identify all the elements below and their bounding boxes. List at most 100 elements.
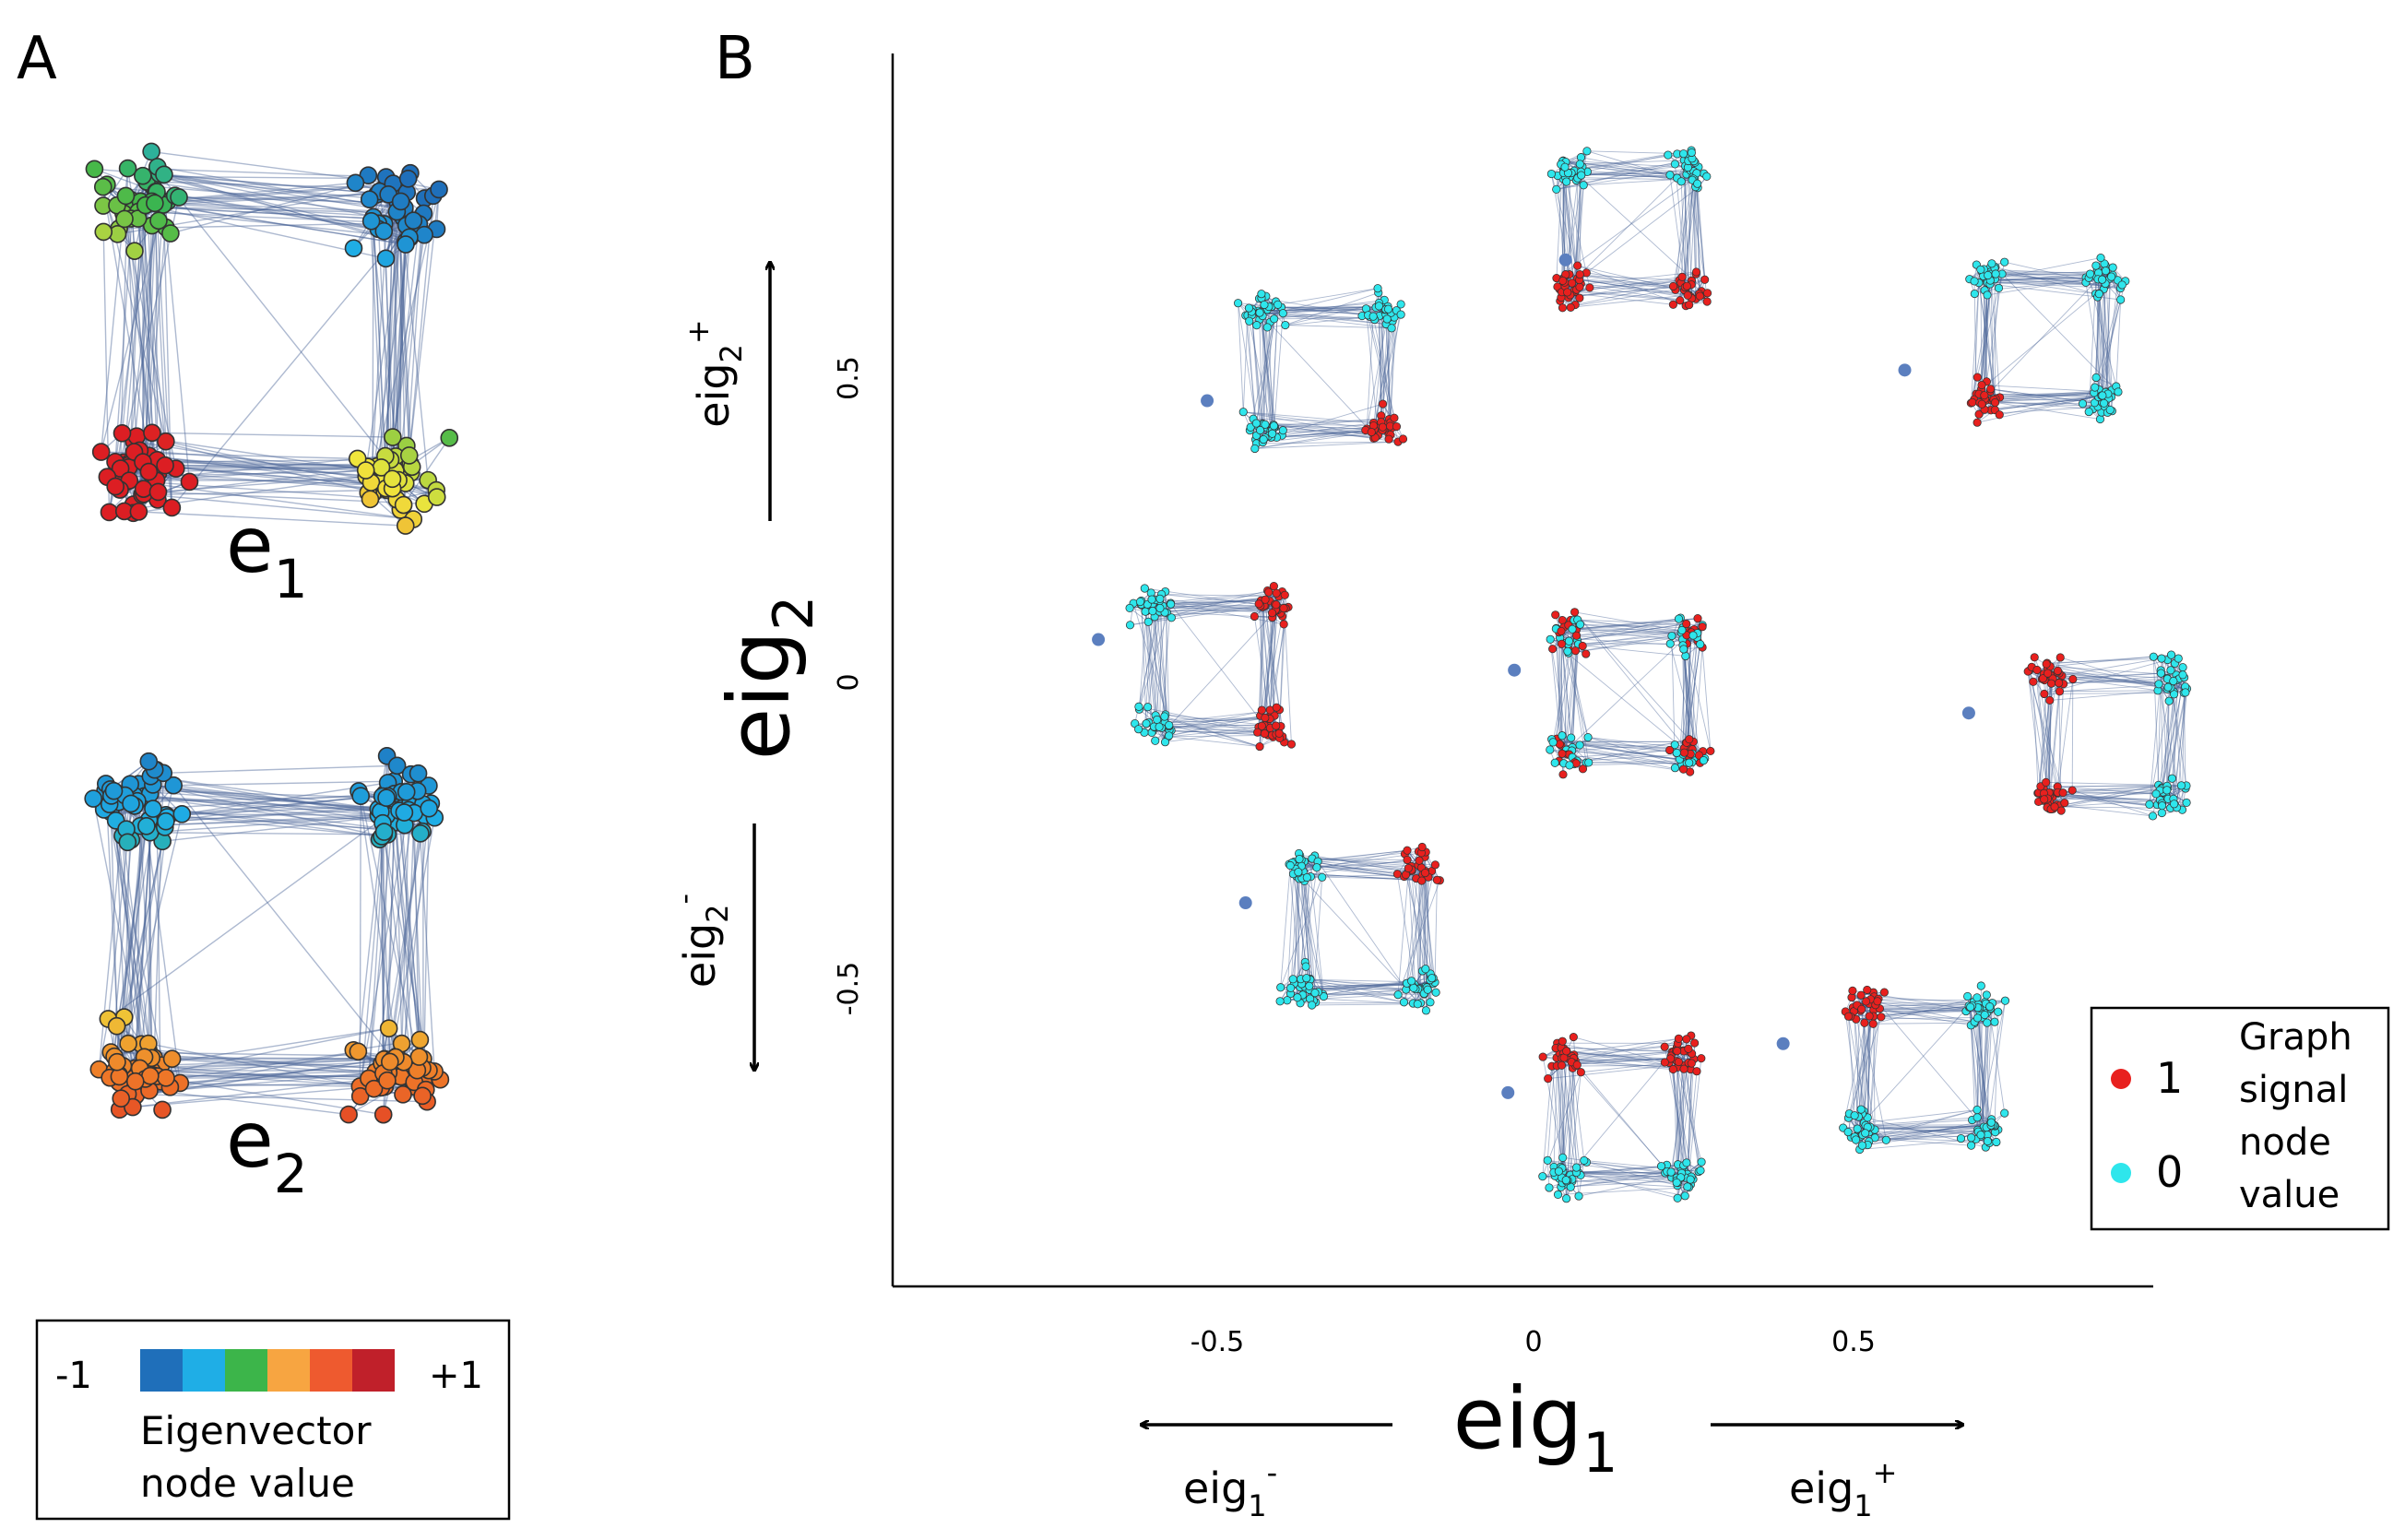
graph-nodes	[1965, 253, 2130, 427]
graph-node	[1125, 603, 1134, 612]
graph-node	[1538, 1172, 1547, 1181]
graph-node	[1973, 1113, 1982, 1122]
graph-node	[1980, 1010, 1989, 1020]
graph-node	[1684, 1044, 1693, 1053]
colorbar-swatch	[183, 1349, 225, 1392]
graph-node	[1384, 434, 1393, 444]
graph-node	[2042, 659, 2051, 669]
graph-node	[2181, 688, 2190, 697]
graph-node	[1682, 281, 1691, 290]
graph-node	[129, 503, 148, 521]
graph-node	[1850, 1111, 1859, 1120]
graph-node	[1568, 278, 1577, 288]
panel-a: A e1 e2 -1 +1 Eigenvector node value	[17, 25, 511, 1521]
graph-node	[1268, 429, 1277, 438]
graph-node	[1318, 872, 1327, 882]
graph-node	[1660, 1042, 1669, 1051]
graph-node	[1665, 639, 1675, 648]
graph-node	[156, 456, 174, 475]
graph-signal-thumbnail	[1275, 842, 1444, 1015]
graph-node	[440, 429, 459, 447]
graph-node	[1135, 597, 1145, 607]
graph-node	[1367, 428, 1376, 437]
graph-node	[112, 1089, 131, 1108]
graph-node	[1575, 740, 1584, 750]
graph-node	[107, 1016, 126, 1036]
scatter-point	[1238, 896, 1252, 910]
graph-node	[1398, 434, 1408, 444]
graph-node	[1994, 283, 2004, 292]
legend-marker-0	[2111, 1163, 2131, 1183]
graph-node	[1428, 974, 1437, 983]
graph-node	[2098, 391, 2107, 400]
colorbar-swatches	[140, 1349, 395, 1392]
graph-node	[1683, 1182, 1692, 1191]
graph-node	[125, 1072, 145, 1091]
graph-node	[2029, 677, 2038, 686]
graph-signal-thumbnails	[1125, 146, 2192, 1203]
graph-node	[1294, 868, 1303, 877]
graph-e1-label: e1	[226, 500, 308, 610]
graph-node	[1272, 588, 1281, 598]
graph-node	[2178, 670, 2187, 680]
graph-node	[1990, 1017, 1999, 1026]
graph-node	[1125, 621, 1135, 630]
graph-node	[1868, 1019, 1878, 1028]
graph-node	[387, 756, 407, 776]
graph-node	[2169, 676, 2178, 686]
graph-node	[2095, 414, 2105, 424]
graph-node	[157, 432, 175, 451]
legend-value-0: 0	[2156, 1147, 2183, 1197]
graph-node	[1696, 640, 1705, 649]
graph-node	[180, 472, 199, 492]
graph-node	[1538, 1052, 1547, 1061]
graph-node	[2067, 786, 2077, 795]
graph-nodes	[85, 142, 459, 535]
graph-node	[1982, 990, 1991, 1000]
colorbar-title-line1: Eigenvector	[140, 1408, 372, 1453]
graph-node	[106, 477, 124, 496]
graph-node	[104, 781, 124, 800]
graph-node	[1421, 1006, 1431, 1015]
graph-node	[1165, 731, 1174, 740]
graph-node	[2170, 800, 2179, 809]
graph-node	[1167, 599, 1176, 609]
graph-node	[162, 1049, 182, 1069]
graph-node	[1574, 1191, 1583, 1201]
graph-node	[1246, 422, 1255, 432]
graph-node	[1548, 645, 1558, 654]
graph-node	[1977, 380, 1986, 390]
graph-node	[1310, 989, 1320, 998]
graph-node	[427, 488, 446, 506]
graph-node	[409, 764, 428, 783]
graph-node	[1558, 303, 1568, 313]
graph-node	[2058, 788, 2067, 798]
graph-node	[2056, 806, 2066, 815]
graph-node	[1563, 646, 1572, 656]
graph-signal-thumbnail	[1965, 253, 2130, 427]
scatter-point	[1776, 1037, 1790, 1050]
graph-node	[1143, 703, 1153, 712]
graph-node	[1575, 270, 1584, 279]
graph-node	[2000, 257, 2009, 267]
graph-node	[172, 804, 192, 823]
graph-node	[2148, 811, 2158, 821]
graph-node	[146, 194, 164, 213]
graph-node	[153, 1100, 172, 1119]
graph-node	[2044, 669, 2053, 678]
graph-node	[1686, 1175, 1695, 1184]
graph-node	[361, 490, 380, 509]
panel-a-letter: A	[17, 25, 57, 93]
scatter-point	[1201, 394, 1214, 408]
graph-node	[1575, 293, 1584, 302]
graph-node	[1670, 764, 1680, 773]
x-tick-label: 0.5	[1831, 1326, 1876, 1358]
graph-signal-thumbnail	[1538, 1031, 1706, 1203]
graph-node	[351, 787, 371, 806]
graph-node	[1583, 733, 1593, 742]
graph-node	[1966, 1002, 1975, 1012]
graph-node	[1319, 991, 1329, 1001]
graph-node	[2091, 261, 2101, 270]
graph-node	[1967, 1133, 1976, 1143]
